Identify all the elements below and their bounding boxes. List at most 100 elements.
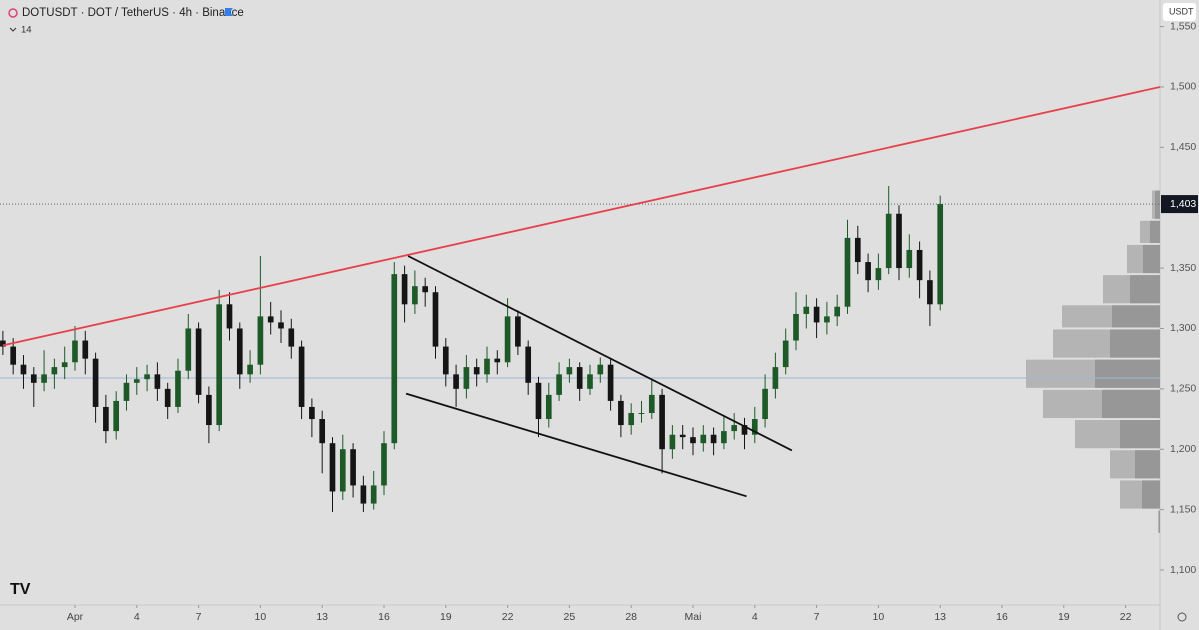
candle-body [113,400,120,432]
candle-body [370,485,377,504]
last-price-box [1161,195,1198,214]
candle-body [710,434,717,444]
candle-body [597,364,604,375]
currency-box[interactable] [1163,3,1196,21]
candle-body [638,412,645,414]
volume-bar-dark [1120,420,1160,449]
candle-body [432,292,439,347]
candle-body [473,367,480,375]
trend-line [407,255,793,452]
candle-body [267,316,274,323]
volume-bar-dark [1142,480,1160,509]
candle-body [72,340,78,363]
candle-body [144,374,150,380]
x-tick-label: Mai [685,611,702,623]
x-tick-label: 4 [752,611,758,623]
y-tick-label: 1,300 [1170,322,1196,334]
y-tick-label: 1,250 [1170,383,1196,395]
candle-body [731,425,738,432]
candle-body [494,358,501,363]
candle-body [628,412,635,426]
x-tick-label: 16 [378,611,390,623]
candle-body [319,419,326,444]
candle-body [453,374,459,389]
candle-body [20,364,27,375]
candle-body [865,262,871,281]
x-tick-label: 13 [934,611,946,623]
candle-body [669,434,676,450]
candle-body [133,379,140,383]
candle-body [236,328,243,375]
candle-body [772,367,779,389]
x-tick-label: 25 [564,611,576,623]
candle-body [834,306,841,317]
trend-line [405,392,747,498]
volume-bar-dark [1112,305,1160,328]
x-tick-label: Apr [67,611,84,623]
candle-body [587,374,593,389]
logo: TV [10,581,31,598]
candle-body [741,425,748,435]
candle-body [30,374,37,383]
flag-icon [225,8,233,16]
volume-bar-dark [1155,190,1160,219]
candle-body [535,382,542,420]
currency-label: USDT [1169,6,1194,16]
candle-body [937,204,944,305]
volume-bar-dark [1143,244,1160,274]
candle-body [206,394,212,426]
candle-body [164,388,171,407]
volume-bar-dark [1110,329,1160,358]
settings-icon[interactable] [1177,612,1187,622]
volume-bar-dark [1130,275,1160,304]
candle-body [525,346,532,383]
candle-body [185,328,192,371]
candle-body [339,449,346,492]
candle-body [782,340,789,368]
candle-body [278,322,284,329]
last-price-label: 1,403 [1170,198,1196,210]
volume-bar-dark [1150,220,1160,243]
x-tick-label: 19 [440,611,452,623]
candle-body [679,434,686,438]
candle-body [793,313,799,341]
x-tick-label: 7 [814,611,820,623]
candle-body [422,286,429,293]
candle-body [721,431,727,444]
candle-body [566,367,573,375]
volume-bar-dark [1095,359,1160,388]
candle-body [41,374,47,383]
candle-body [103,406,109,432]
candle-body [309,406,315,420]
volume-bar-dark [1135,450,1160,479]
candle-body [844,237,851,307]
candle-body [0,340,6,347]
candle-body [216,304,223,426]
candle-body [226,304,233,329]
x-tick-label: 7 [196,611,202,623]
x-tick-label: 10 [873,611,885,623]
candle-body [61,362,68,368]
candle-body [813,306,820,323]
x-tick-label: 22 [502,611,514,623]
candle-body [257,316,264,365]
indicator-value: 14 [21,25,32,36]
candle-body [51,367,58,375]
candle-body [824,316,830,323]
candle-body [576,367,583,389]
candle-body [391,274,398,444]
candle-body [545,394,552,420]
x-tick-label: 22 [1120,611,1132,623]
volume-bar-dark [1102,389,1160,419]
candle-body [154,374,161,389]
candle-body [504,316,511,363]
candle-body [123,382,130,401]
candle-body [412,286,418,305]
y-tick-label: 1,550 [1170,20,1196,32]
candle-body [556,374,562,395]
y-tick-label: 1,150 [1170,503,1196,515]
candle-body [659,394,665,450]
candle-body [10,346,17,365]
candle-body [442,346,449,375]
candle-body [700,434,707,444]
